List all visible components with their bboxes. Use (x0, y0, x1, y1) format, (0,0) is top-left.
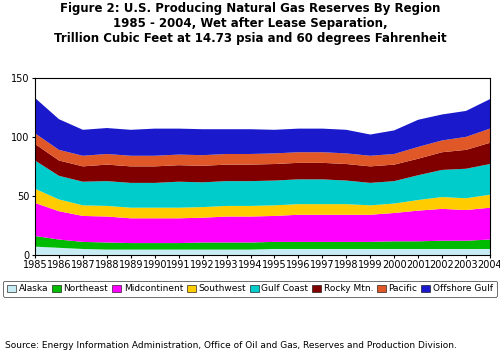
Text: Source: Energy Information Administration, Office of Oil and Gas, Reserves and P: Source: Energy Information Administratio… (5, 342, 457, 350)
Legend: Alaska, Northeast, Midcontinent, Southwest, Gulf Coast, Rocky Mtn., Pacific, Off: Alaska, Northeast, Midcontinent, Southwe… (4, 281, 496, 297)
Text: Figure 2: U.S. Producing Natural Gas Reserves By Region
1985 - 2004, Wet after L: Figure 2: U.S. Producing Natural Gas Res… (54, 2, 446, 45)
